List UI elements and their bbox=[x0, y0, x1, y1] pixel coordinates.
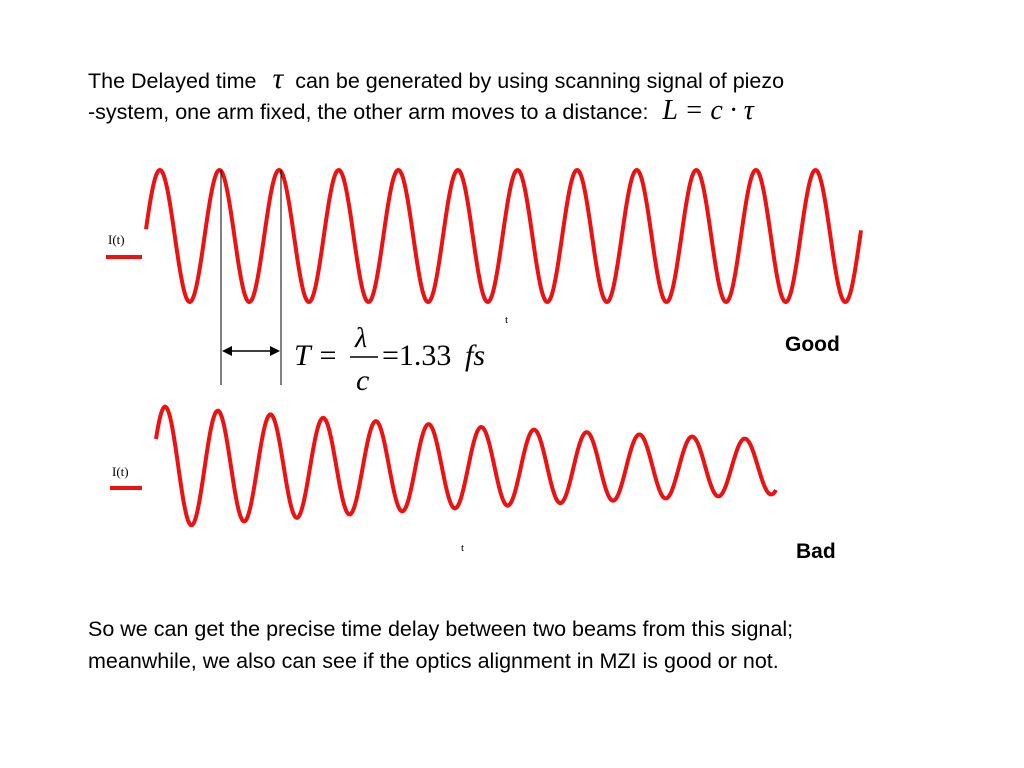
bad-signal-curve bbox=[154, 404, 778, 528]
formula-rhs: =1.33 bbox=[382, 339, 451, 372]
good-ylabel: I(t) bbox=[108, 232, 125, 247]
bad-verdict: Bad bbox=[796, 540, 836, 563]
distance-formula: L = c · τ bbox=[662, 95, 754, 126]
formula-lhs: T = bbox=[294, 339, 338, 372]
conclusion-line-2: meanwhile, we also can see if the optics… bbox=[88, 649, 779, 673]
intro-line-2: -system, one arm fixed, the other arm mo… bbox=[88, 96, 754, 127]
bad-xlabel: t bbox=[461, 542, 464, 554]
intro-text-2: -system, one arm fixed, the other arm mo… bbox=[88, 100, 649, 124]
tau-symbol: τ bbox=[272, 62, 284, 95]
intro-text-a: The Delayed time bbox=[88, 69, 257, 93]
period-formula: T = λ c =1.33 fs bbox=[294, 323, 485, 397]
formula-unit: fs bbox=[465, 339, 485, 372]
formula-numerator: λ bbox=[354, 323, 367, 354]
conclusion-line-1: So we can get the precise time delay bet… bbox=[88, 617, 794, 641]
bad-ylabel: I(t) bbox=[112, 464, 129, 479]
good-verdict: Good bbox=[785, 333, 840, 356]
period-arrow bbox=[222, 346, 280, 356]
intro-text-b: can be generated by using scanning signa… bbox=[295, 69, 785, 93]
good-xlabel: t bbox=[505, 314, 508, 326]
formula-denominator: c bbox=[356, 364, 369, 397]
good-signal-curve bbox=[144, 167, 863, 305]
intro-line-1: The Delayed time τ can be generated by u… bbox=[88, 64, 784, 96]
